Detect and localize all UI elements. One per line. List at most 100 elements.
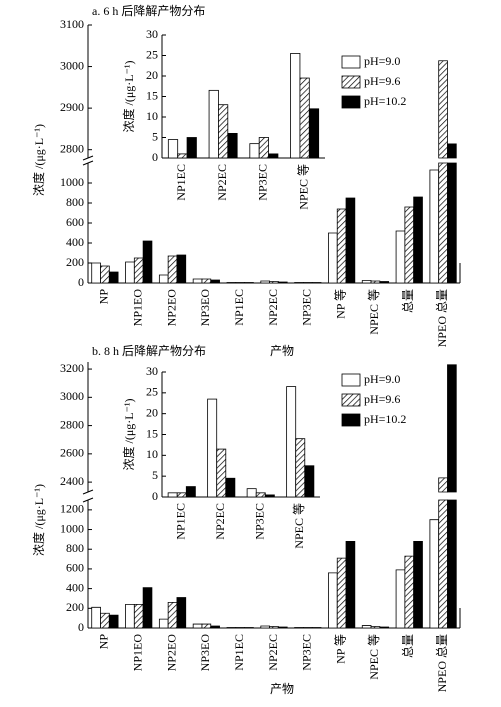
bar <box>328 232 338 284</box>
inset-x-tick-label: NP2EC <box>215 164 229 201</box>
bar <box>379 281 390 284</box>
inset-bar <box>218 104 229 159</box>
bar <box>158 274 169 284</box>
axis-break <box>82 497 94 503</box>
inset-bar <box>225 477 236 498</box>
bar <box>413 196 423 284</box>
inset-y-tick-label: 10 <box>146 447 158 461</box>
inset-bar <box>268 153 279 159</box>
bar <box>404 206 415 284</box>
bar <box>167 602 178 629</box>
inset-bar <box>177 153 188 159</box>
legend-label: pH=10.2 <box>364 412 406 426</box>
y-tick-label: 3100 <box>60 17 84 31</box>
inset-bar <box>249 143 260 159</box>
inset-y-tick-label: 15 <box>146 426 158 440</box>
inset-bar <box>246 488 257 498</box>
y-tick-label: 0 <box>78 275 84 289</box>
x-tick-label: NP1EC <box>232 289 246 326</box>
bar <box>277 626 288 629</box>
bar <box>108 271 119 284</box>
bar <box>361 280 372 284</box>
x-tick-label: NP2EC <box>266 634 280 671</box>
x-tick-label: NP2EO <box>164 289 178 327</box>
bar <box>235 282 245 284</box>
axis-break <box>82 155 94 161</box>
bar <box>336 557 347 629</box>
bar <box>201 278 212 284</box>
inset-y-tick-label: 30 <box>146 364 158 378</box>
legend-swatch <box>341 95 361 109</box>
inset-y-tick-label: 5 <box>152 468 158 482</box>
inset-y-tick-label: 20 <box>146 68 158 82</box>
y-tick-label: 200 <box>66 600 84 614</box>
bar <box>192 278 203 284</box>
inset-bar <box>167 139 179 159</box>
bar <box>429 519 440 629</box>
bar <box>345 197 356 284</box>
bar <box>404 555 415 629</box>
x-tick-label: NP <box>97 289 111 305</box>
x-tick-label: NP1EO <box>130 634 144 672</box>
y-axis-label: 浓度 /(μg·L⁻¹) <box>31 124 46 196</box>
bar <box>269 281 279 284</box>
bar <box>91 606 101 629</box>
inset-bar <box>295 438 306 498</box>
inset-x-tick-label: NPEC 等 <box>292 503 306 549</box>
legend-swatch <box>341 75 361 89</box>
y-tick-label: 2800 <box>60 417 84 431</box>
x-tick-label: NP3EO <box>198 289 212 327</box>
inset-x-tick-label: NP1EC <box>174 164 188 201</box>
y-tick-label: 0 <box>78 620 84 634</box>
bar <box>395 230 406 284</box>
bar <box>277 281 288 284</box>
y-tick-label: 1000 <box>60 521 84 535</box>
x-axis-label: 产物 <box>270 682 294 696</box>
bar <box>125 603 135 629</box>
inset-bar <box>304 465 315 498</box>
inset-y-label: 浓度 /(μg·L⁻¹) <box>121 60 136 132</box>
inset-bar <box>258 137 269 159</box>
y-tick-label: 400 <box>66 580 84 594</box>
x-tick-label: NP2EC <box>266 289 280 326</box>
bar <box>108 614 119 629</box>
inset-bar <box>216 448 227 498</box>
inset-x-tick-label: NP3EC <box>256 164 270 201</box>
y-tick-label: 1200 <box>60 502 84 516</box>
x-tick-label: NP <box>97 634 111 650</box>
inset-bar <box>264 494 275 498</box>
bar <box>303 282 313 284</box>
inset-y-tick-label: 0 <box>152 489 158 503</box>
chart-title: a. 6 h 后降解产物分布 <box>92 4 205 18</box>
bar <box>91 262 101 284</box>
bar <box>226 282 237 284</box>
bar <box>192 623 203 629</box>
bar <box>142 587 153 629</box>
bar <box>133 603 144 629</box>
legend-label: pH=9.6 <box>364 74 400 88</box>
legend-swatch <box>341 373 361 387</box>
bar <box>336 208 347 284</box>
inset-y-label: 浓度 /(μg·L⁻¹) <box>121 398 136 470</box>
bar <box>269 626 279 629</box>
bar <box>133 257 144 284</box>
bar <box>379 626 390 629</box>
bar <box>447 143 457 284</box>
inset-y-tick-label: 25 <box>146 47 158 61</box>
bar <box>201 623 212 629</box>
y-tick-label: 1000 <box>60 175 84 189</box>
inset-y-tick-label: 0 <box>152 150 158 164</box>
x-tick-label: NPEO 总量 <box>435 289 449 347</box>
inset-y-tick-label: 25 <box>146 385 158 399</box>
inset-y-tick-label: 30 <box>146 27 158 41</box>
bar <box>260 280 271 284</box>
chart-title: b. 8 h 后降解产物分布 <box>92 344 206 358</box>
inset-bar <box>208 89 219 159</box>
bar <box>370 280 381 284</box>
inset-bar <box>227 132 238 159</box>
bar <box>100 612 110 629</box>
y-tick-label: 600 <box>66 215 84 229</box>
bar <box>311 282 322 284</box>
y-tick-label: 200 <box>66 255 84 269</box>
